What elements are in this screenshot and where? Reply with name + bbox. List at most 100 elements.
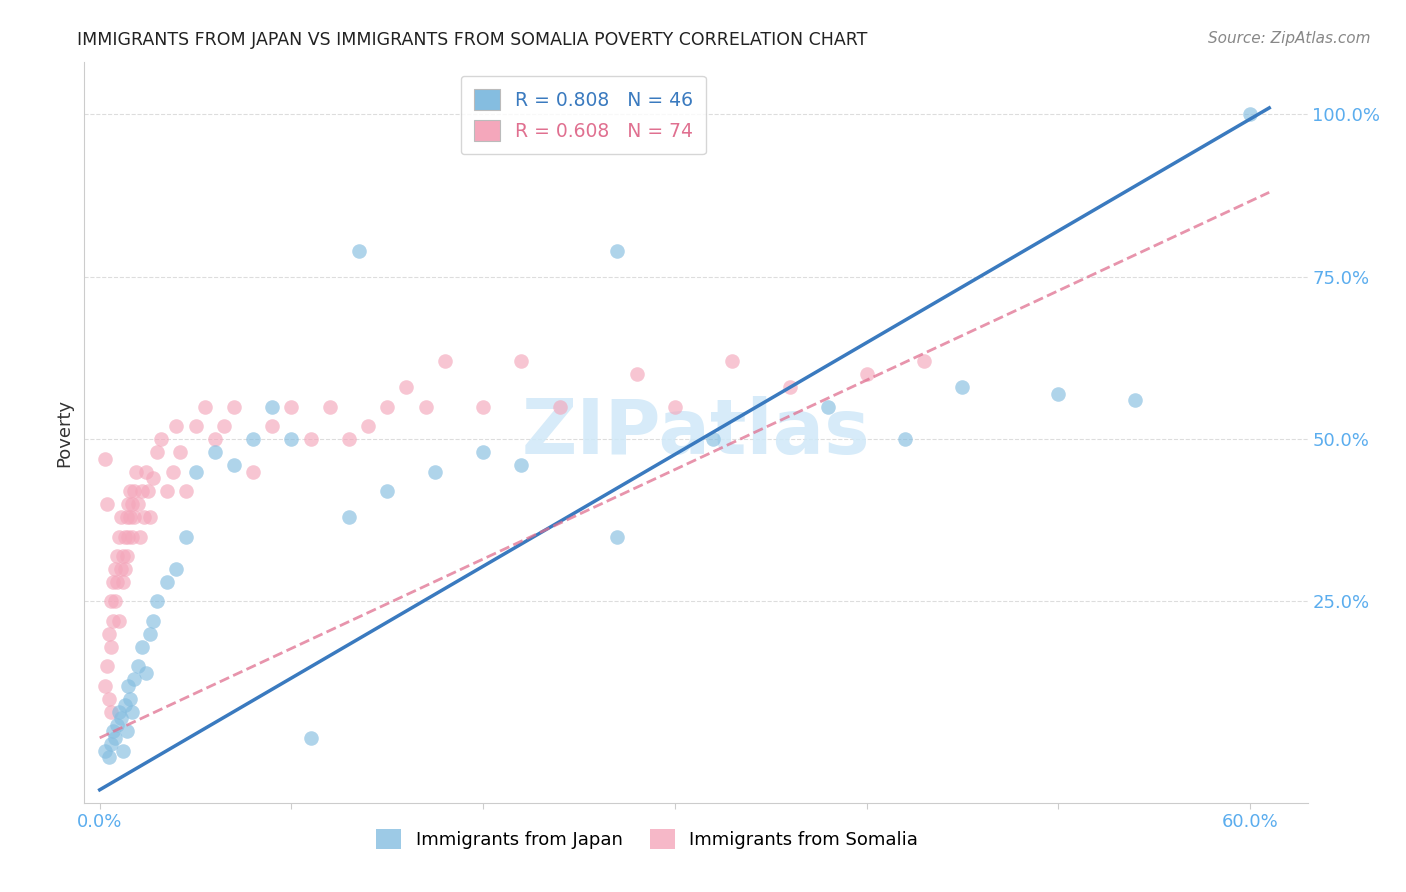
Point [104, 594, 127, 608]
Point [110, 711, 132, 725]
Point [194, 400, 217, 414]
Point [510, 458, 533, 472]
Point [121, 497, 143, 511]
Point [96, 497, 118, 511]
Y-axis label: Poverty: Poverty [55, 399, 73, 467]
Point [165, 419, 187, 434]
Point [472, 445, 495, 459]
Point [855, 367, 877, 381]
Point [115, 549, 138, 563]
Point [280, 400, 302, 414]
Point [433, 354, 456, 368]
Point [162, 465, 184, 479]
Point [122, 484, 145, 499]
Point [337, 432, 360, 446]
Point [131, 640, 153, 654]
Point [702, 432, 724, 446]
Point [105, 574, 128, 589]
Point [395, 380, 418, 394]
Point [101, 724, 124, 739]
Point [122, 510, 145, 524]
Point [115, 724, 138, 739]
Point [121, 529, 143, 543]
Point [101, 574, 124, 589]
Point [1123, 393, 1146, 408]
Point [156, 484, 179, 499]
Point [114, 529, 136, 543]
Point [115, 510, 138, 524]
Point [548, 400, 571, 414]
Point [117, 529, 139, 543]
Point [262, 400, 284, 414]
Point [299, 432, 322, 446]
Point [129, 529, 152, 543]
Point [174, 484, 197, 499]
Point [184, 465, 207, 479]
Point [664, 400, 686, 414]
Point [117, 679, 139, 693]
Legend: Immigrants from Japan, Immigrants from Somalia: Immigrants from Japan, Immigrants from S… [368, 822, 925, 856]
Point [357, 419, 380, 434]
Point [104, 731, 127, 745]
Point [94, 679, 117, 693]
Point [204, 432, 226, 446]
Point [721, 354, 744, 368]
Point [242, 432, 264, 446]
Point [120, 510, 142, 524]
Point [214, 419, 236, 434]
Point [108, 529, 131, 543]
Point [122, 673, 145, 687]
Point [280, 432, 302, 446]
Point [114, 698, 136, 713]
Point [1239, 107, 1261, 121]
Point [98, 750, 121, 764]
Point [817, 400, 839, 414]
Point [169, 445, 191, 459]
Point [142, 471, 165, 485]
Point [299, 731, 322, 745]
Point [142, 614, 165, 628]
Point [952, 380, 974, 394]
Point [135, 465, 157, 479]
Point [425, 465, 447, 479]
Text: Source: ZipAtlas.com: Source: ZipAtlas.com [1208, 31, 1371, 46]
Point [111, 549, 134, 563]
Point [242, 465, 264, 479]
Point [132, 510, 155, 524]
Point [375, 484, 398, 499]
Point [222, 458, 245, 472]
Point [136, 484, 159, 499]
Point [100, 640, 122, 654]
Point [98, 692, 121, 706]
Point [105, 718, 128, 732]
Point [156, 574, 179, 589]
Point [146, 445, 169, 459]
Point [108, 614, 131, 628]
Point [100, 737, 122, 751]
Point [100, 594, 122, 608]
Point [184, 419, 207, 434]
Point [98, 627, 121, 641]
Point [138, 627, 160, 641]
Point [894, 432, 917, 446]
Point [347, 244, 370, 258]
Text: IMMIGRANTS FROM JAPAN VS IMMIGRANTS FROM SOMALIA POVERTY CORRELATION CHART: IMMIGRANTS FROM JAPAN VS IMMIGRANTS FROM… [77, 31, 868, 49]
Point [174, 529, 197, 543]
Point [415, 400, 437, 414]
Point [110, 510, 132, 524]
Point [912, 354, 935, 368]
Point [606, 244, 628, 258]
Point [111, 574, 134, 589]
Point [127, 659, 149, 673]
Point [104, 562, 127, 576]
Point [96, 659, 118, 673]
Point [319, 400, 342, 414]
Point [138, 510, 160, 524]
Point [150, 432, 173, 446]
Point [120, 484, 142, 499]
Point [111, 744, 134, 758]
Point [121, 705, 143, 719]
Point [375, 400, 398, 414]
Point [606, 529, 628, 543]
Point [135, 665, 157, 680]
